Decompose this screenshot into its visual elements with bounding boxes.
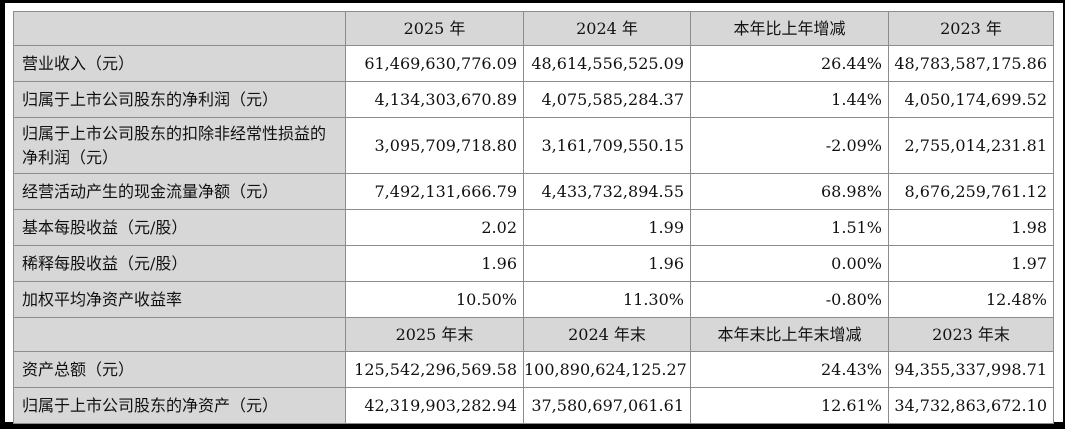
- cell-change: 24.43%: [690, 351, 889, 388]
- header-2023: 2023 年: [888, 11, 1054, 46]
- row-label: 加权平均净资产收益率: [13, 281, 346, 318]
- cell-2024: 37,580,697,061.61: [523, 387, 691, 424]
- row-label: 经营活动产生的现金流量净额（元）: [13, 173, 346, 210]
- cell-2025: 1.96: [345, 245, 524, 282]
- cell-2025: 4,134,303,670.89: [345, 81, 524, 118]
- cell-change: -2.09%: [690, 117, 889, 174]
- cell-change: 1.51%: [690, 209, 889, 246]
- cell-2024: 1.99: [523, 209, 691, 246]
- cell-2023: 48,783,587,175.86: [888, 45, 1054, 82]
- row-label: 归属于上市公司股东的净资产（元）: [13, 387, 346, 424]
- header-2023-end: 2023 年末: [888, 317, 1054, 352]
- cell-2023: 2,755,014,231.81: [888, 117, 1054, 174]
- key-financial-data-table: 2025 年 2024 年 本年比上年增减 2023 年 营业收入（元） 61,…: [13, 11, 1054, 424]
- cell-change: 26.44%: [690, 45, 889, 82]
- row-label: 营业收入（元）: [13, 45, 346, 82]
- cell-change: 0.00%: [690, 245, 889, 282]
- table-row-basic-eps: 基本每股收益（元/股） 2.02 1.99 1.51% 1.98: [13, 209, 1054, 246]
- cell-2023: 94,355,337,998.71: [888, 351, 1054, 388]
- header-empty-cell: [13, 317, 346, 352]
- cell-2024: 1.96: [523, 245, 691, 282]
- row-label: 归属于上市公司股东的扣除非经常性损益的净利润（元）: [13, 117, 346, 174]
- cell-2023: 1.98: [888, 209, 1054, 246]
- table-row-diluted-eps: 稀释每股收益（元/股） 1.96 1.96 0.00% 1.97: [13, 245, 1054, 282]
- row-label: 稀释每股收益（元/股）: [13, 245, 346, 282]
- cell-2025: 42,319,903,282.94: [345, 387, 524, 424]
- table-row-total-assets: 资产总额（元） 125,542,296,569.58 100,890,624,1…: [13, 351, 1054, 388]
- table-row-revenue: 营业收入（元） 61,469,630,776.09 48,614,556,525…: [13, 45, 1054, 82]
- cell-2024: 100,890,624,125.27: [523, 351, 691, 388]
- cell-2024: 4,433,732,894.55: [523, 173, 691, 210]
- cell-2025: 10.50%: [345, 281, 524, 318]
- header-row-annual: 2025 年 2024 年 本年比上年增减 2023 年: [13, 11, 1054, 46]
- table-row-weighted-avg-roe: 加权平均净资产收益率 10.50% 11.30% -0.80% 12.48%: [13, 281, 1054, 318]
- cell-2023: 4,050,174,699.52: [888, 81, 1054, 118]
- table-row-net-assets: 归属于上市公司股东的净资产（元） 42,319,903,282.94 37,58…: [13, 387, 1054, 424]
- table-row-net-profit-excl-nonrecurring: 归属于上市公司股东的扣除非经常性损益的净利润（元） 3,095,709,718.…: [13, 117, 1054, 174]
- row-label: 归属于上市公司股东的净利润（元）: [13, 81, 346, 118]
- cell-2025: 125,542,296,569.58: [345, 351, 524, 388]
- cell-change: 12.61%: [690, 387, 889, 424]
- cell-2023: 1.97: [888, 245, 1054, 282]
- cell-2024: 3,161,709,550.15: [523, 117, 691, 174]
- cell-change: 1.44%: [690, 81, 889, 118]
- cell-2023: 8,676,259,761.12: [888, 173, 1054, 210]
- cell-2023: 34,732,863,672.10: [888, 387, 1054, 424]
- cell-2024: 11.30%: [523, 281, 691, 318]
- header-2024-end: 2024 年末: [523, 317, 691, 352]
- table-row-net-profit: 归属于上市公司股东的净利润（元） 4,134,303,670.89 4,075,…: [13, 81, 1054, 118]
- cell-2025: 2.02: [345, 209, 524, 246]
- cell-2024: 48,614,556,525.09: [523, 45, 691, 82]
- row-label: 资产总额（元）: [13, 351, 346, 388]
- header-yoy-change: 本年比上年增减: [690, 11, 889, 46]
- cell-2025: 7,492,131,666.79: [345, 173, 524, 210]
- cell-2023: 12.48%: [888, 281, 1054, 318]
- header-2025-end: 2025 年末: [345, 317, 524, 352]
- cell-2025: 3,095,709,718.80: [345, 117, 524, 174]
- header-2024: 2024 年: [523, 11, 691, 46]
- cell-2025: 61,469,630,776.09: [345, 45, 524, 82]
- header-empty-cell: [13, 11, 346, 46]
- table-row-operating-cash-flow: 经营活动产生的现金流量净额（元） 7,492,131,666.79 4,433,…: [13, 173, 1054, 210]
- cell-change: -0.80%: [690, 281, 889, 318]
- cell-change: 68.98%: [690, 173, 889, 210]
- row-label: 基本每股收益（元/股）: [13, 209, 346, 246]
- cell-2024: 4,075,585,284.37: [523, 81, 691, 118]
- header-year-end-change: 本年末比上年末增减: [690, 317, 889, 352]
- header-row-year-end: 2025 年末 2024 年末 本年末比上年末增减 2023 年末: [13, 317, 1054, 352]
- header-2025: 2025 年: [345, 11, 524, 46]
